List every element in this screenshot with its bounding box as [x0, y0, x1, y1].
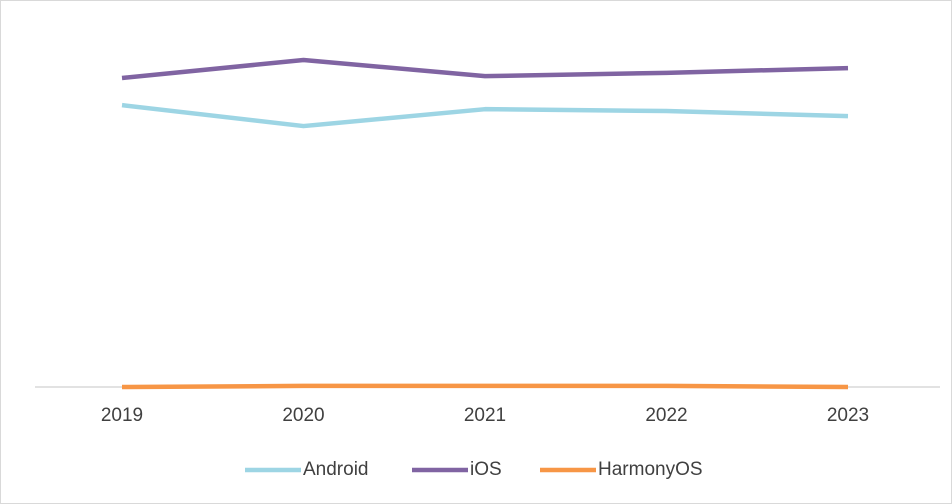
series-line	[121, 383, 849, 390]
x-tick-label: 2023	[827, 405, 869, 426]
x-tick-label: 2021	[464, 405, 506, 426]
legend-label: HarmonyOS	[598, 459, 703, 480]
legend-label: Android	[303, 459, 369, 480]
series-line	[121, 57, 849, 81]
x-tick-label: 2020	[282, 405, 324, 426]
series-line	[121, 102, 849, 129]
x-tick-label: 2022	[645, 405, 687, 426]
legend-label: iOS	[470, 459, 502, 480]
x-tick-label: 2019	[101, 405, 143, 426]
